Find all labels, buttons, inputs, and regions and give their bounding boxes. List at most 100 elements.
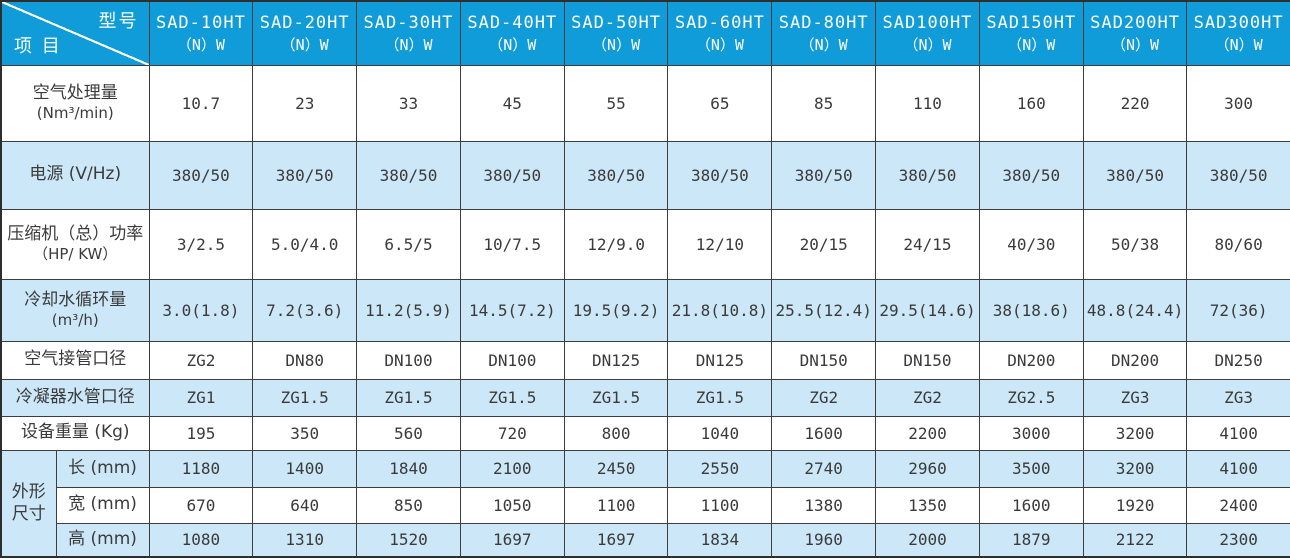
spec-value: 1350 xyxy=(875,486,980,524)
spec-value: 1380 xyxy=(771,486,877,524)
spec-value: 3/2.5 xyxy=(148,208,254,280)
row-label-text: 冷凝器水管口径 xyxy=(15,386,135,407)
row-label-cooling-water-flow: 冷却水循环量 (m³/h) xyxy=(0,278,150,342)
table-row-width: 宽 (mm) 670 640 850 1050 1100 1100 1380 1350 1600 1… xyxy=(1,486,1290,524)
model-header: SAD-30HT （N）W xyxy=(356,0,461,66)
row-label-text: 空气接管口径 xyxy=(24,349,127,370)
model-name: SAD200HT xyxy=(1090,12,1181,33)
spec-value: 2000 xyxy=(875,522,980,558)
model-variant: （N）W xyxy=(280,35,329,54)
model-variant: （N）W xyxy=(1007,35,1056,54)
spec-value: 1080 xyxy=(148,522,254,558)
spec-value: 1310 xyxy=(252,522,358,558)
spec-value: 1697 xyxy=(459,522,565,558)
row-label-length: 长 (mm) xyxy=(55,449,150,488)
spec-value: 380/50 xyxy=(771,140,877,210)
model-name: SAD100HT xyxy=(882,12,973,33)
spec-value: ZG1.5 xyxy=(356,378,461,417)
table-row-height: 高 (mm) 1080 1310 1520 1697 1697 1834 1960 2000 18… xyxy=(1,522,1290,558)
spec-value: 195 xyxy=(148,415,254,451)
table-row-equipment-weight: 设备重量 (Kg) 195 350 560 720 800 1040 1600 2200 3000… xyxy=(0,415,1290,451)
spec-value: DN150 xyxy=(771,340,877,380)
spec-value: 380/50 xyxy=(563,140,669,210)
spec-value: 850 xyxy=(356,486,461,524)
model-name: SAD-50HT xyxy=(571,12,662,33)
model-variant: （N）W xyxy=(384,35,433,54)
spec-value: DN125 xyxy=(563,340,669,380)
table-row-air-pipe-diameter: 空气接管口径 ZG2 DN80 DN100 DN100 DN125 DN125 DN150 DN… xyxy=(0,340,1290,380)
spec-value: 85 xyxy=(771,64,877,142)
spec-value: 7.2(3.6) xyxy=(252,278,358,342)
model-variant: （N）W xyxy=(176,35,225,54)
spec-value: 670 xyxy=(148,486,254,524)
spec-value: 380/50 xyxy=(978,140,1084,210)
spec-value: ZG1.5 xyxy=(459,378,565,417)
spec-value: 10.7 xyxy=(148,64,254,142)
model-variant: （N）W xyxy=(488,35,537,54)
spec-value: 38(18.6) xyxy=(978,278,1084,342)
model-name: SAD-30HT xyxy=(363,12,454,33)
spec-value: 19.5(9.2) xyxy=(563,278,669,342)
spec-value: DN200 xyxy=(1082,340,1188,380)
spec-value: DN100 xyxy=(459,340,565,380)
spec-value: 380/50 xyxy=(148,140,254,210)
model-variant: （N）W xyxy=(1214,35,1263,54)
spec-value: DN200 xyxy=(978,340,1084,380)
spec-value: 3500 xyxy=(978,449,1084,488)
model-header: SAD-60HT （N）W xyxy=(667,0,773,66)
corner-model-label: 型号 xyxy=(98,11,139,32)
spec-value: ZG1 xyxy=(148,378,254,417)
table-row-compressor-power: 压缩机（总）功率 （HP/ KW） 3/2.5 5.0/4.0 6.5/5 10/7.5 1… xyxy=(0,208,1290,280)
spec-value: 48.8(24.4) xyxy=(1082,278,1188,342)
spec-value: 2960 xyxy=(875,449,980,488)
model-name: SAD150HT xyxy=(986,12,1077,33)
model-header: SAD200HT （N）W xyxy=(1082,0,1188,66)
header-row: 型号 项 目 SAD-10HT （N）W SAD-20HT （N）W SAD-30HT （… xyxy=(0,0,1290,66)
spec-value: 220 xyxy=(1082,64,1188,142)
row-label-text: 空气处理量 xyxy=(32,83,118,103)
model-name: SAD-20HT xyxy=(259,12,350,33)
spec-value: 23 xyxy=(252,64,358,142)
spec-value: 29.5(14.6) xyxy=(875,278,980,342)
spec-value: 72(36) xyxy=(1186,278,1290,342)
spec-value: 3200 xyxy=(1082,449,1188,488)
spec-value: 1400 xyxy=(252,449,358,488)
row-label-power-supply: 电源 (V/Hz) xyxy=(0,140,150,210)
row-unit: （HP/ KW） xyxy=(33,245,118,264)
spec-value: 21.8(10.8) xyxy=(667,278,773,342)
row-label-air-capacity: 空气处理量 (Nm³/min) xyxy=(0,64,150,142)
spec-value: 3000 xyxy=(978,415,1084,451)
spec-value: ZG2 xyxy=(771,378,877,417)
spec-value: 3200 xyxy=(1082,415,1188,451)
spec-value: 12/10 xyxy=(667,208,773,280)
row-label-condenser-pipe-diameter: 冷凝器水管口径 xyxy=(0,378,150,417)
model-variant: （N）W xyxy=(1111,35,1160,54)
model-name: SAD300HT xyxy=(1193,12,1284,33)
model-header: SAD-50HT （N）W xyxy=(563,0,669,66)
row-label-text: 设备重量 (Kg) xyxy=(20,422,130,443)
spec-value: ZG2.5 xyxy=(978,378,1084,417)
spec-value: 720 xyxy=(459,415,565,451)
spec-value: 2200 xyxy=(875,415,980,451)
spec-value: 2300 xyxy=(1186,522,1290,558)
model-name: SAD-40HT xyxy=(467,12,558,33)
spec-value: 1920 xyxy=(1082,486,1188,524)
spec-value: 1050 xyxy=(459,486,565,524)
spec-value: 1100 xyxy=(667,486,773,524)
table-row-power-supply: 电源 (V/Hz) 380/50 380/50 380/50 380/50 380/50 3… xyxy=(0,140,1290,210)
spec-value: 380/50 xyxy=(1082,140,1188,210)
dim-group-label: 外形 尺寸 xyxy=(0,449,57,558)
model-name: SAD-10HT xyxy=(155,12,246,33)
model-variant: （N）W xyxy=(695,35,744,54)
spec-value: DN125 xyxy=(667,340,773,380)
spec-value: 160 xyxy=(978,64,1084,142)
row-label-text: 冷却水循环量 xyxy=(24,290,127,310)
spec-value: 1834 xyxy=(667,522,773,558)
spec-value: 350 xyxy=(252,415,358,451)
spec-value: 65 xyxy=(667,64,773,142)
spec-value: 380/50 xyxy=(667,140,773,210)
spec-value: 20/15 xyxy=(771,208,877,280)
spec-value: 11.2(5.9) xyxy=(356,278,461,342)
spec-value: 1697 xyxy=(563,522,669,558)
